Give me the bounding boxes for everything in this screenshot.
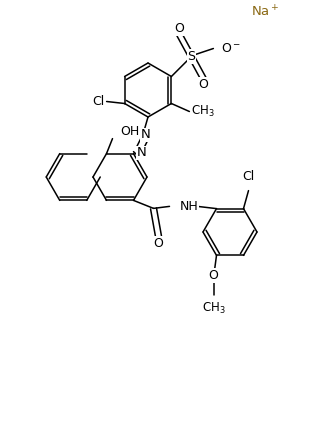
Text: CH$_3$: CH$_3$ [202,302,225,317]
Text: Na$^+$: Na$^+$ [251,4,279,19]
Text: OH: OH [121,125,140,138]
Text: O: O [209,269,219,282]
Text: S: S [187,50,195,63]
Text: O: O [198,78,208,91]
Text: N: N [141,128,151,142]
Text: O: O [153,237,163,250]
Text: Cl: Cl [93,95,105,108]
Text: Cl: Cl [242,170,255,183]
Text: O: O [174,22,184,35]
Text: N: N [137,146,147,159]
Text: O$^-$: O$^-$ [221,42,241,55]
Text: CH$_3$: CH$_3$ [191,104,215,119]
Text: NH: NH [180,200,198,213]
